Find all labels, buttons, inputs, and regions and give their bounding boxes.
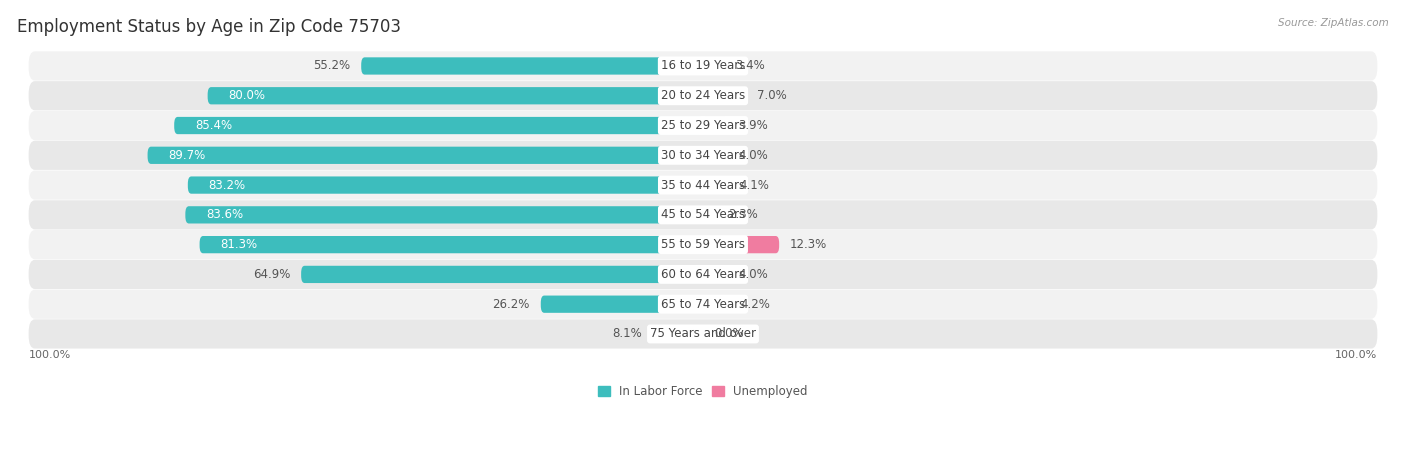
Text: 75 Years and over: 75 Years and over	[650, 327, 756, 341]
Text: 100.0%: 100.0%	[28, 350, 72, 360]
Text: Source: ZipAtlas.com: Source: ZipAtlas.com	[1278, 18, 1389, 28]
Text: 60 to 64 Years: 60 to 64 Years	[661, 268, 745, 281]
Text: Employment Status by Age in Zip Code 75703: Employment Status by Age in Zip Code 757…	[17, 18, 401, 36]
FancyBboxPatch shape	[703, 236, 779, 253]
FancyBboxPatch shape	[188, 176, 703, 194]
Text: 83.2%: 83.2%	[208, 179, 246, 192]
Text: 26.2%: 26.2%	[492, 298, 530, 311]
Text: 2.3%: 2.3%	[728, 208, 758, 221]
Text: 100.0%: 100.0%	[1334, 350, 1378, 360]
Text: 35 to 44 Years: 35 to 44 Years	[661, 179, 745, 192]
Text: 64.9%: 64.9%	[253, 268, 290, 281]
Text: 20 to 24 Years: 20 to 24 Years	[661, 89, 745, 102]
Text: 3.4%: 3.4%	[735, 60, 765, 73]
Text: 4.0%: 4.0%	[738, 149, 769, 162]
Text: 3.9%: 3.9%	[738, 119, 768, 132]
FancyBboxPatch shape	[28, 111, 1378, 140]
FancyBboxPatch shape	[703, 117, 727, 134]
Text: 80.0%: 80.0%	[228, 89, 266, 102]
FancyBboxPatch shape	[28, 51, 1378, 81]
FancyBboxPatch shape	[28, 81, 1378, 110]
Text: 16 to 19 Years: 16 to 19 Years	[661, 60, 745, 73]
Text: 55.2%: 55.2%	[314, 60, 350, 73]
Text: 83.6%: 83.6%	[207, 208, 243, 221]
FancyBboxPatch shape	[541, 295, 703, 313]
Text: 8.1%: 8.1%	[612, 327, 641, 341]
FancyBboxPatch shape	[28, 141, 1378, 170]
FancyBboxPatch shape	[186, 206, 703, 224]
FancyBboxPatch shape	[652, 325, 703, 343]
FancyBboxPatch shape	[208, 87, 703, 104]
FancyBboxPatch shape	[703, 57, 724, 74]
FancyBboxPatch shape	[148, 147, 703, 164]
Text: 30 to 34 Years: 30 to 34 Years	[661, 149, 745, 162]
FancyBboxPatch shape	[28, 260, 1378, 289]
FancyBboxPatch shape	[703, 266, 728, 283]
FancyBboxPatch shape	[28, 319, 1378, 349]
FancyBboxPatch shape	[28, 230, 1378, 259]
Text: 0.0%: 0.0%	[714, 327, 744, 341]
Text: 45 to 54 Years: 45 to 54 Years	[661, 208, 745, 221]
Text: 25 to 29 Years: 25 to 29 Years	[661, 119, 745, 132]
Text: 85.4%: 85.4%	[195, 119, 232, 132]
Text: 7.0%: 7.0%	[758, 89, 787, 102]
FancyBboxPatch shape	[703, 87, 747, 104]
FancyBboxPatch shape	[174, 117, 703, 134]
Text: 81.3%: 81.3%	[221, 238, 257, 251]
FancyBboxPatch shape	[703, 176, 728, 194]
Legend: In Labor Force, Unemployed: In Labor Force, Unemployed	[593, 380, 813, 403]
FancyBboxPatch shape	[301, 266, 703, 283]
Text: 4.0%: 4.0%	[738, 268, 769, 281]
FancyBboxPatch shape	[28, 200, 1378, 230]
Text: 4.1%: 4.1%	[740, 179, 769, 192]
FancyBboxPatch shape	[200, 236, 703, 253]
Text: 65 to 74 Years: 65 to 74 Years	[661, 298, 745, 311]
FancyBboxPatch shape	[703, 147, 728, 164]
Text: 4.2%: 4.2%	[740, 298, 770, 311]
FancyBboxPatch shape	[361, 57, 703, 74]
Text: 89.7%: 89.7%	[169, 149, 205, 162]
FancyBboxPatch shape	[28, 290, 1378, 319]
Text: 12.3%: 12.3%	[790, 238, 827, 251]
FancyBboxPatch shape	[703, 206, 717, 224]
Text: 55 to 59 Years: 55 to 59 Years	[661, 238, 745, 251]
FancyBboxPatch shape	[28, 170, 1378, 200]
FancyBboxPatch shape	[703, 295, 728, 313]
